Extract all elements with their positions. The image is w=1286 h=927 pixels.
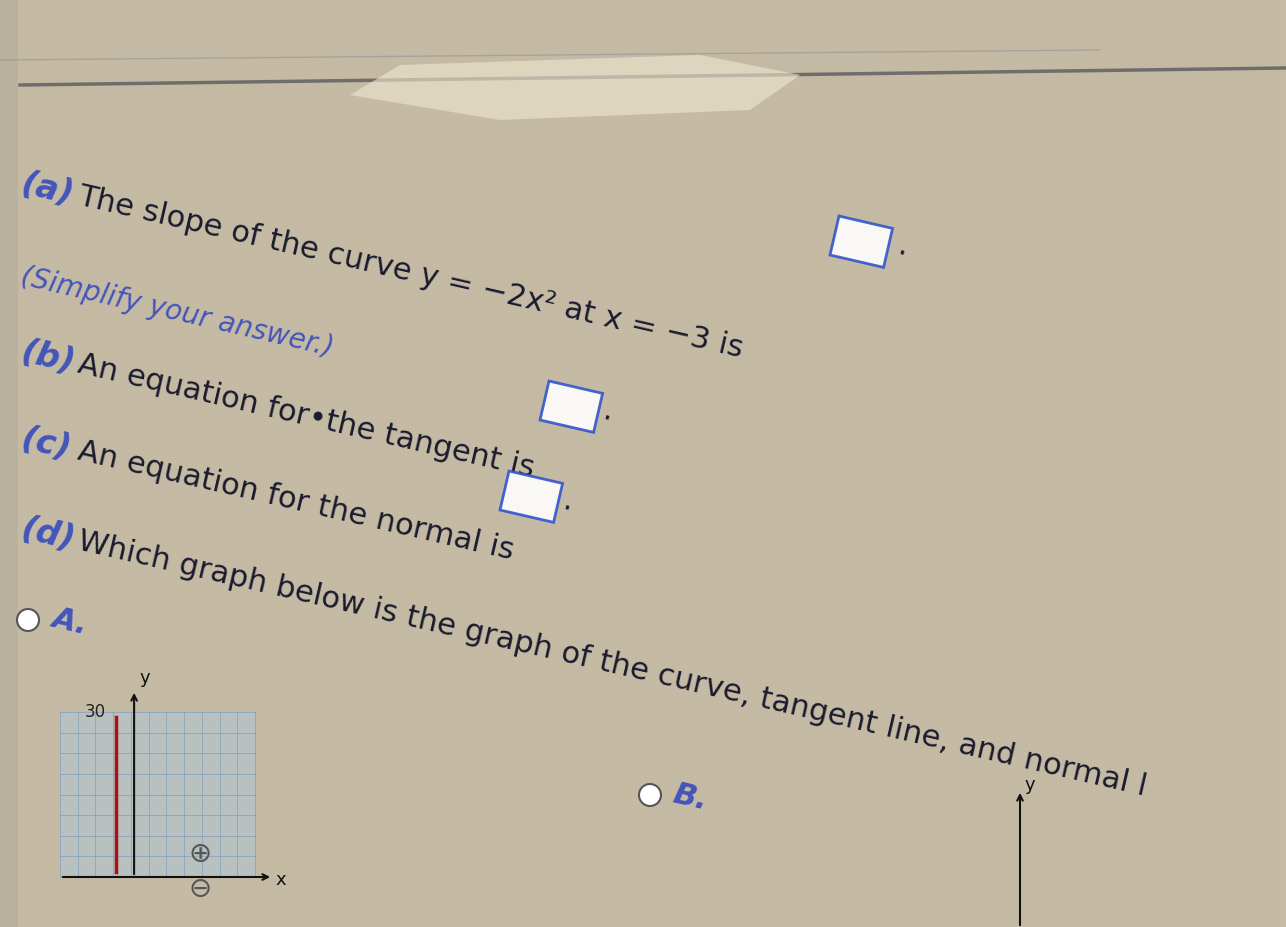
Text: The slope of the curve y = −2x² at x = −3 is: The slope of the curve y = −2x² at x = −… (75, 182, 746, 363)
Text: An equation for•the tangent is: An equation for•the tangent is (75, 349, 538, 483)
Text: ⊖: ⊖ (188, 875, 212, 903)
Circle shape (639, 784, 661, 806)
Polygon shape (540, 381, 603, 432)
Text: y: y (139, 669, 149, 687)
Text: (d): (d) (18, 513, 78, 557)
Text: (b): (b) (18, 336, 78, 380)
Text: ⊕: ⊕ (188, 840, 212, 868)
Circle shape (17, 609, 39, 631)
Text: Which graph below is the graph of the curve, tangent line, and normal l: Which graph below is the graph of the cu… (75, 527, 1150, 802)
Text: (a): (a) (18, 168, 77, 212)
Bar (60, 712, 255, 877)
Text: y: y (1025, 776, 1035, 794)
Text: A.: A. (50, 603, 91, 640)
Polygon shape (500, 471, 562, 523)
Text: x: x (275, 871, 285, 889)
Text: 30: 30 (85, 703, 107, 721)
Text: .: . (559, 487, 576, 517)
Text: .: . (601, 397, 616, 427)
Bar (0, 0, 18, 927)
Text: B.: B. (670, 780, 710, 816)
Polygon shape (350, 55, 800, 120)
Text: .: . (895, 232, 910, 262)
Text: An equation for the normal is: An equation for the normal is (75, 437, 517, 565)
Text: (c): (c) (18, 423, 75, 466)
Text: (Simplify your answer.): (Simplify your answer.) (18, 262, 337, 362)
Polygon shape (829, 216, 892, 267)
